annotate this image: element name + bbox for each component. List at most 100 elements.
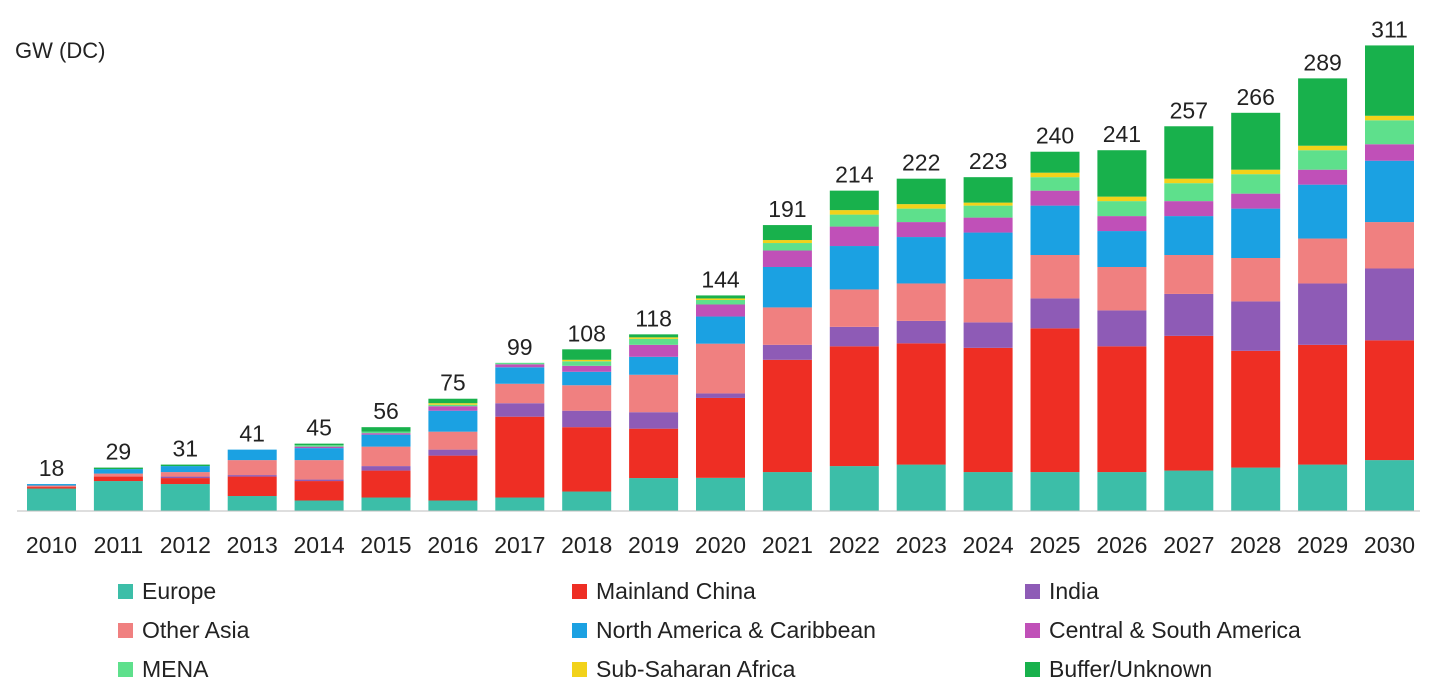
bar-segment-central-south-america-2015 [361, 433, 411, 435]
bar-segment-mainland-china-2012 [160, 478, 210, 485]
legend-label-mainland-china: Mainland China [596, 577, 756, 604]
bar-segment-north-america-caribbean-2016 [428, 410, 478, 432]
bar-segment-mena-2019 [629, 338, 679, 345]
legend-swatch-buffer-unknown [1025, 661, 1040, 677]
bar-segment-europe-2028 [1231, 467, 1281, 511]
bar-segment-mainland-china-2018 [562, 427, 612, 492]
bar-segment-buffer-unknown-2029 [1298, 78, 1348, 146]
bar-segment-india-2024 [963, 322, 1013, 348]
bar-segment-central-south-america-2028 [1231, 193, 1281, 209]
bar-segment-other-asia-2015 [361, 446, 411, 467]
x-tick-label-2025: 2025 [1029, 532, 1080, 558]
bar-segment-central-south-america-2017 [495, 364, 545, 368]
legend-swatch-north-america-caribbean [572, 622, 587, 638]
legend-label-north-america-caribbean: North America & Caribbean [596, 616, 876, 643]
total-label-2014: 45 [306, 415, 332, 441]
legend-swatch-sub-saharan-africa [572, 661, 587, 677]
bar-segment-sub-saharan-africa-2018 [562, 359, 612, 362]
bar-segment-mena-2029 [1298, 150, 1348, 170]
bar-segment-other-asia-2018 [562, 385, 612, 411]
bar-segment-other-asia-2022 [829, 289, 879, 327]
bar-segment-buffer-unknown-2021 [762, 225, 812, 241]
x-tick-label-2024: 2024 [963, 532, 1014, 558]
bar-segment-india-2016 [428, 449, 478, 456]
bar-segment-mena-2020 [696, 299, 745, 305]
bar-segment-north-america-caribbean-2018 [562, 371, 612, 386]
bar-segment-sub-saharan-africa-2028 [1231, 169, 1281, 175]
total-label-2019: 118 [635, 305, 672, 331]
legend-item-europe: Europe [118, 576, 216, 606]
bar-segment-india-2014 [294, 479, 344, 482]
legend-swatch-mainland-china [572, 583, 587, 599]
bar-segment-buffer-unknown-2016 [428, 398, 478, 404]
legend-item-other-asia: Other Asia [118, 615, 249, 645]
x-tick-label-2013: 2013 [227, 532, 278, 558]
bar-segment-mena-2023 [896, 208, 946, 223]
total-label-2030: 311 [1371, 16, 1408, 42]
bar-segment-europe-2014 [294, 500, 344, 511]
bar-segment-europe-2017 [495, 497, 545, 511]
bar-segment-north-america-caribbean-2023 [896, 237, 946, 284]
bar-segment-other-asia-2027 [1164, 255, 1214, 294]
legend-item-sub-saharan-africa: Sub-Saharan Africa [572, 654, 795, 684]
x-tick-label-2011: 2011 [94, 532, 143, 558]
bar-segment-central-south-america-2021 [762, 250, 812, 267]
bar-segment-mena-2027 [1164, 183, 1214, 202]
total-label-2017: 99 [507, 334, 533, 360]
x-tick-label-2027: 2027 [1163, 532, 1214, 558]
bar-segment-europe-2012 [160, 484, 210, 511]
bar-segment-buffer-unknown-2022 [829, 190, 879, 211]
bar-segment-mena-2018 [562, 361, 612, 366]
bar-segment-mainland-china-2015 [361, 470, 411, 498]
bar-segment-buffer-unknown-2020 [696, 295, 745, 299]
bar-segment-central-south-america-2014 [294, 446, 344, 449]
bar-segment-other-asia-2020 [696, 343, 745, 394]
legend-label-central-south-america: Central & South America [1049, 616, 1301, 643]
bar-segment-sub-saharan-africa-2024 [963, 202, 1013, 206]
bar-segment-mena-2021 [762, 243, 812, 251]
bars-group [27, 45, 1414, 512]
bar-segment-north-america-caribbean-2024 [963, 232, 1013, 279]
bar-segment-sub-saharan-africa-2016 [428, 403, 478, 405]
bar-segment-mainland-china-2020 [696, 397, 745, 478]
x-tick-label-2018: 2018 [561, 532, 612, 558]
bar-segment-other-asia-2021 [762, 307, 812, 345]
x-tick-label-2015: 2015 [360, 532, 411, 558]
bar-segment-mainland-china-2021 [762, 359, 812, 473]
bar-segment-europe-2019 [629, 478, 679, 511]
bar-segment-buffer-unknown-2030 [1365, 45, 1414, 116]
legend-item-central-south-america: Central & South America [1025, 615, 1301, 645]
x-tick-label-2022: 2022 [829, 532, 880, 558]
x-tick-label-2029: 2029 [1297, 532, 1348, 558]
bar-segment-buffer-unknown-2025 [1030, 151, 1080, 173]
bar-segment-buffer-unknown-2014 [294, 443, 344, 446]
bar-segment-india-2020 [696, 393, 745, 398]
bar-segment-buffer-unknown-2015 [361, 427, 411, 432]
total-label-2011: 29 [106, 439, 132, 465]
x-tick-label-2016: 2016 [427, 532, 478, 558]
bar-segment-buffer-unknown-2012 [160, 464, 210, 467]
bar-segment-mainland-china-2028 [1231, 350, 1281, 468]
bar-segment-buffer-unknown-2026 [1097, 150, 1147, 197]
bar-segment-mainland-china-2030 [1365, 340, 1414, 461]
legend-label-europe: Europe [142, 577, 217, 604]
bar-segment-north-america-caribbean-2012 [160, 466, 210, 473]
x-tick-labels-group: 2010 2011 2012 2013 2014 2015 2016 2017 2018 2019… [26, 532, 1415, 558]
total-label-2012: 31 [173, 436, 199, 462]
bar-segment-other-asia-2019 [629, 374, 679, 413]
bar-segment-buffer-unknown-2028 [1231, 112, 1281, 170]
bar-segment-mena-2022 [829, 214, 879, 227]
bar-segment-india-2025 [1030, 298, 1080, 329]
bar-segment-europe-2020 [696, 477, 745, 511]
bar-segment-mainland-china-2029 [1298, 344, 1348, 465]
bar-segment-mena-2028 [1231, 174, 1281, 194]
bar-segment-europe-2013 [227, 496, 277, 511]
bar-segment-europe-2023 [896, 464, 946, 511]
bar-segment-sub-saharan-africa-2019 [629, 337, 679, 339]
bar-segment-india-2021 [762, 344, 812, 360]
total-label-2025: 240 [1036, 123, 1074, 149]
bar-segment-mainland-china-2013 [227, 476, 277, 497]
bar-segment-central-south-america-2024 [963, 217, 1013, 233]
bar-segment-europe-2021 [762, 472, 812, 511]
